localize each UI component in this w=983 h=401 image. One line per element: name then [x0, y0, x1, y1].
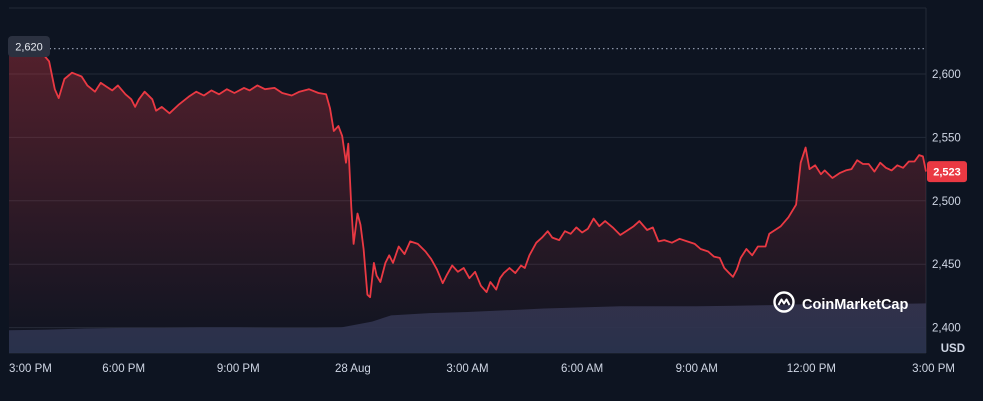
y-tick-label: 2,550 — [932, 132, 961, 144]
y-tick-label: 2,500 — [932, 196, 961, 208]
price-line[interactable] — [8, 47, 927, 299]
x-tick-label: 6:00 PM — [102, 363, 145, 375]
x-tick-label: 9:00 AM — [676, 363, 718, 375]
x-tick-label: 3:00 PM — [912, 363, 955, 375]
last-price-badge-bg — [927, 161, 967, 183]
currency-unit: USD — [941, 343, 965, 355]
watermark-text: CoinMarketCap — [802, 297, 908, 313]
y-axis: 2,400 2,450 2,500 2,550 2,600 — [932, 69, 961, 335]
last-price-badge: 2,523 — [927, 161, 967, 183]
x-tick-label: 3:00 AM — [446, 363, 488, 375]
x-tick-label: 9:00 PM — [217, 363, 260, 375]
currency-unit-label: USD — [941, 343, 965, 355]
x-tick-label: 3:00 PM — [9, 363, 52, 375]
coinmarketcap-logo-icon — [773, 291, 795, 313]
y-tick-label: 2,600 — [932, 69, 961, 81]
price-line-group[interactable] — [8, 47, 927, 299]
y-tick-label: 2,450 — [932, 259, 961, 271]
watermark: CoinMarketCap — [773, 291, 908, 313]
x-tick-label: 28 Aug — [335, 363, 371, 375]
last-price-label: 2,523 — [933, 167, 961, 179]
x-tick-label: 12:00 PM — [787, 363, 836, 375]
open-price-label: 2,620 — [15, 42, 43, 54]
open-price-badge-bg — [8, 36, 50, 57]
price-area — [9, 48, 926, 353]
open-price-badge: 2,620 — [8, 36, 50, 57]
x-tick-label: 6:00 AM — [561, 363, 603, 375]
y-tick-label: 2,400 — [932, 323, 961, 335]
price-area-fill — [9, 48, 926, 353]
x-axis: 3:00 PM 6:00 PM 9:00 PM 28 Aug 3:00 AM 6:00 A… — [9, 363, 955, 375]
